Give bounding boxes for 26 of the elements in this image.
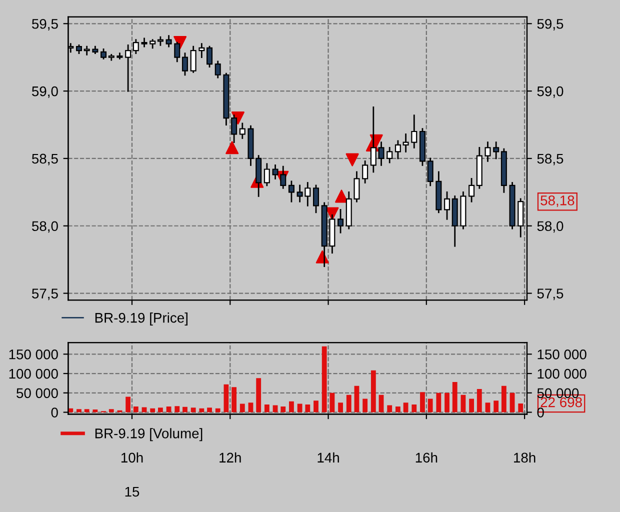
x-tick-label: 18h	[514, 452, 536, 463]
y-tick-label: 58,5	[32, 154, 58, 166]
legend-label: BR-9.19 [Volume]	[95, 428, 202, 442]
y2-tick-label: 58,5	[537, 154, 564, 166]
legend-label: BR-9.19 [Price]	[95, 312, 188, 326]
annotation: 22 698	[540, 397, 582, 408]
y2-tick-label: 100 000	[538, 368, 586, 379]
y2-tick-label: 150 000	[538, 349, 586, 360]
x-tick-label: 16h	[416, 452, 438, 463]
y2-tick-label: 59,0	[537, 86, 564, 98]
y-tick-label: 150 000	[9, 349, 58, 360]
x-tick-label: 14h	[318, 452, 339, 462]
y-tick-label: 59,5	[32, 18, 58, 30]
annotation: 58,18	[540, 196, 574, 207]
y2-tick-label: 59,5	[537, 18, 564, 30]
y-tick-label: 58,0	[32, 221, 58, 233]
y2-tick-label: 58,0	[537, 221, 564, 233]
y-tick-label: 0	[51, 408, 58, 418]
x-tick-label: 10h	[121, 452, 143, 463]
x-tick-label: 12h	[220, 452, 241, 462]
y-tick-label: 59,0	[32, 86, 58, 98]
y-tick-label: 50 000	[16, 388, 58, 398]
y-tick-label: 57,5	[32, 288, 58, 300]
y2-tick-label: 57,5	[537, 288, 564, 300]
text: 15	[125, 486, 140, 497]
y-tick-label: 100 000	[9, 368, 58, 379]
